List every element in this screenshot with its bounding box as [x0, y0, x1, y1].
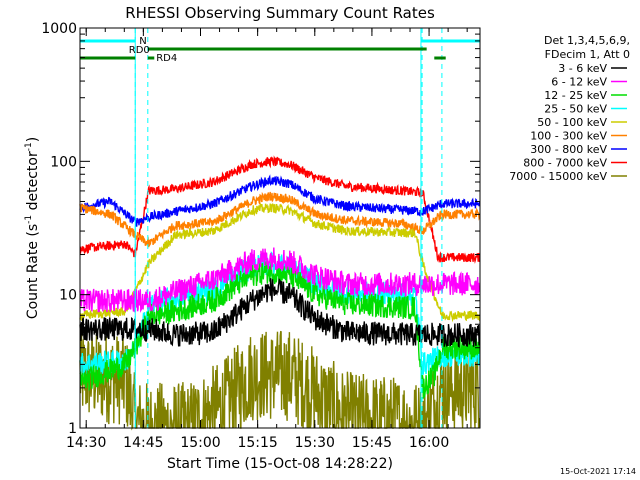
x-tick-label-0: 14:30: [66, 435, 106, 451]
series-line-1: [79, 247, 481, 313]
series-line-7: [79, 155, 481, 264]
legend-label-0: 3 - 6 keV: [558, 62, 607, 75]
y-tick-label-1: 10: [59, 288, 77, 304]
series-line-4: [79, 202, 481, 323]
legend-label-1: 6 - 12 keV: [551, 76, 607, 89]
legend-header-1: FDecim 1, Att 0: [545, 48, 630, 61]
x-tick-label-4: 15:30: [295, 435, 335, 451]
footer-date: 15-Oct-2021 17:14: [560, 467, 636, 476]
axes-layer: 14:30 14:45 15:00 15:15 15:30 15:45 16:00 1 10 10…: [41, 21, 480, 451]
series-layer: [79, 155, 481, 431]
rd0-label: RD0: [129, 45, 150, 56]
series-line-8: [79, 328, 481, 431]
legend: Det 1,3,4,5,6,9,FDecim 1, Att 03 - 6 keV…: [509, 34, 630, 183]
y-tick-label-0: 1: [68, 421, 77, 437]
y-tick-label-2: 100: [50, 154, 77, 170]
series-line-6: [79, 174, 481, 227]
series-line-5: [79, 191, 481, 248]
x-tick-label-1: 14:45: [123, 435, 163, 451]
x-tick-label-5: 15:45: [352, 435, 392, 451]
legend-label-7: 800 - 7000 keV: [523, 157, 607, 170]
x-tick-label-2: 15:00: [180, 435, 220, 451]
legend-label-6: 300 - 800 keV: [530, 143, 607, 156]
legend-label-4: 50 - 100 keV: [537, 116, 607, 129]
legend-label-5: 100 - 300 keV: [530, 130, 607, 143]
rd4-label: RD4: [156, 53, 177, 64]
x-tick-label-3: 15:15: [237, 435, 277, 451]
y-tick-label-3: 1000: [41, 21, 77, 37]
legend-label-8: 7000 - 15000 keV: [509, 170, 607, 183]
night-label: N: [139, 36, 146, 47]
x-axis-label: Start Time (15-Oct-08 14:28:22): [167, 456, 393, 472]
legend-label-2: 12 - 25 keV: [544, 89, 607, 102]
legend-header-0: Det 1,3,4,5,6,9,: [544, 34, 630, 47]
series-line-0: [79, 278, 481, 348]
legend-label-3: 25 - 50 keV: [544, 103, 607, 116]
chart-title: RHESSI Observing Summary Count Rates: [125, 4, 435, 22]
x-tick-label-6: 16:00: [409, 435, 449, 451]
y-axis-label: Count Rate (s-1 detector-1): [24, 137, 41, 319]
plot-frame: [79, 27, 481, 429]
series-line-3: [79, 251, 481, 376]
